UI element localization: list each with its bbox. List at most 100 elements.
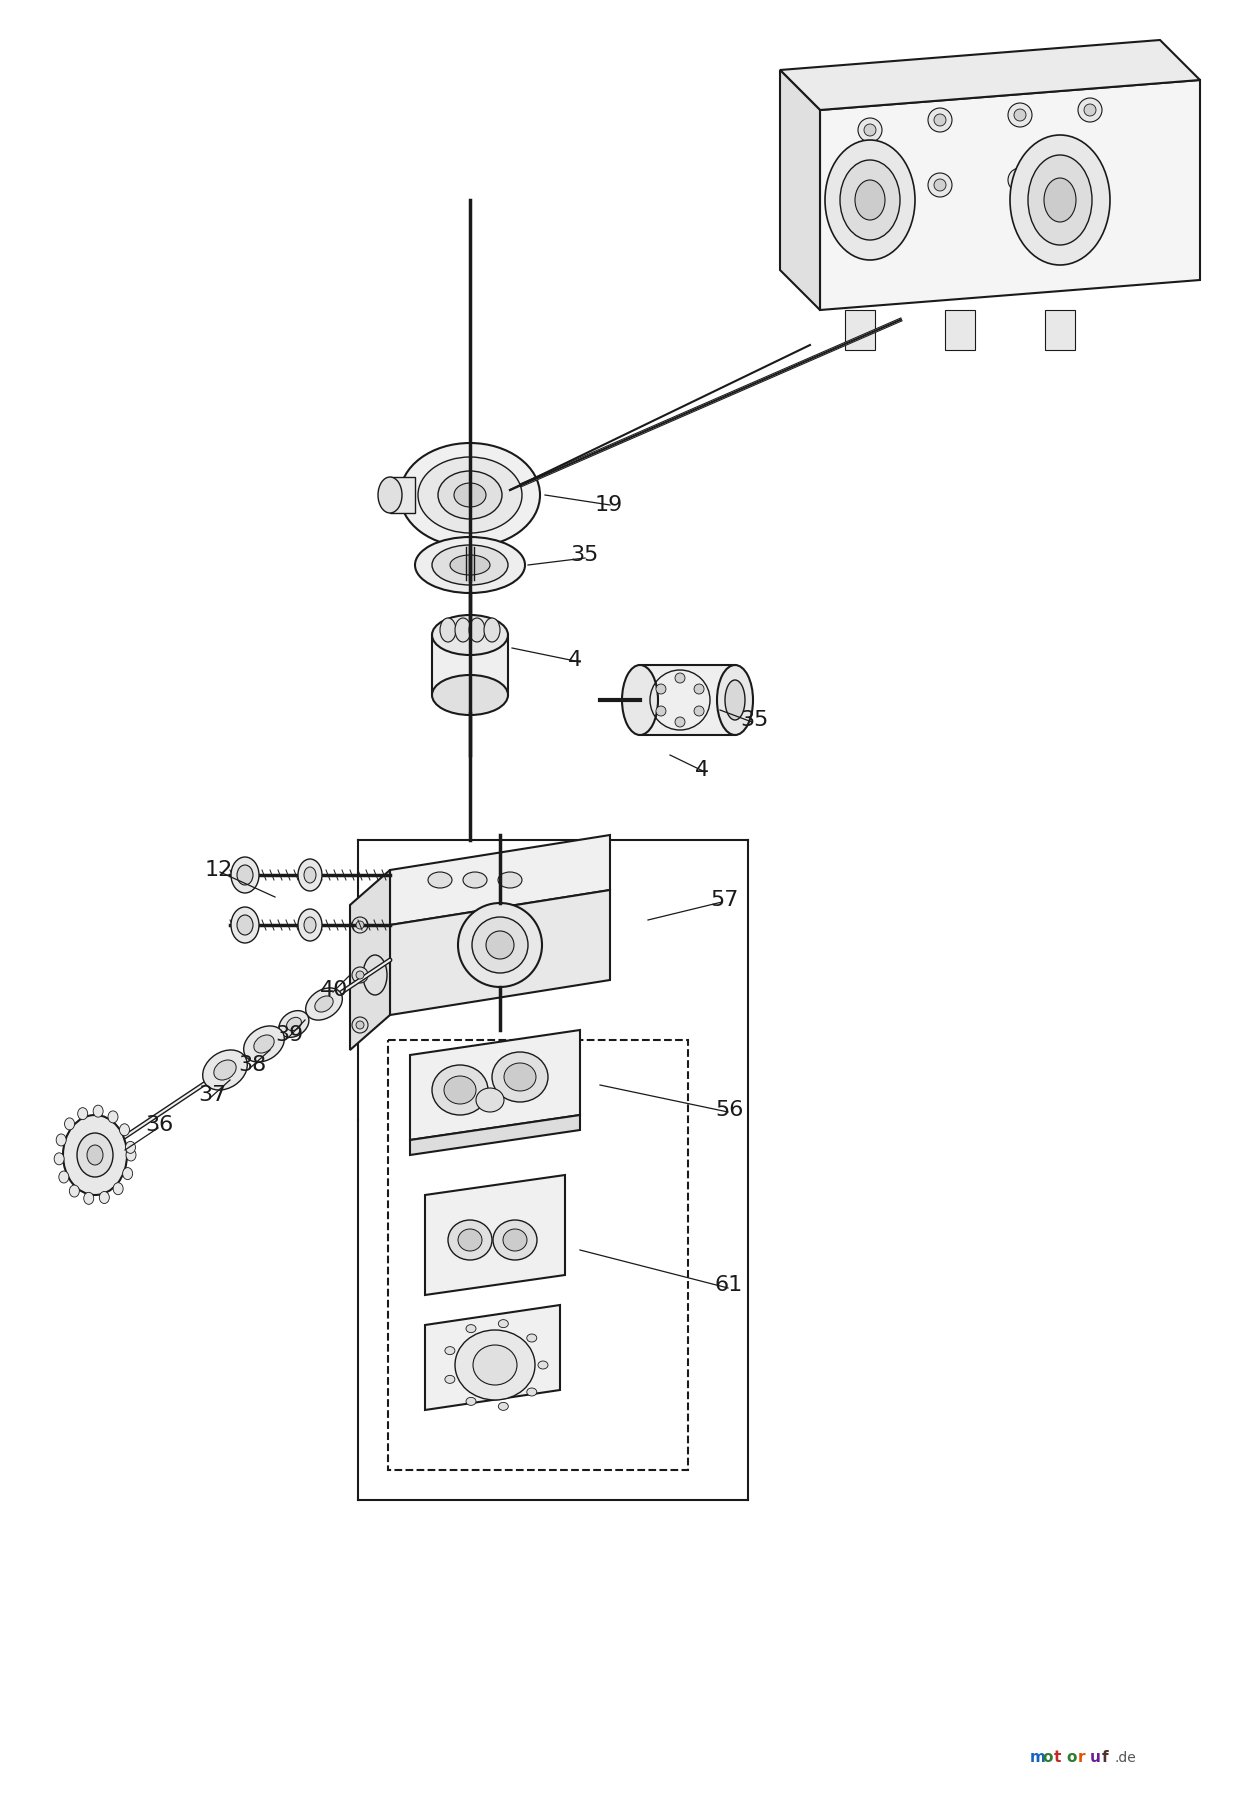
Ellipse shape bbox=[450, 554, 490, 574]
Ellipse shape bbox=[455, 617, 472, 643]
Text: 19: 19 bbox=[594, 495, 623, 515]
Text: 36: 36 bbox=[145, 1114, 173, 1136]
Polygon shape bbox=[425, 1305, 561, 1409]
Ellipse shape bbox=[59, 1172, 69, 1183]
Text: r: r bbox=[1078, 1750, 1086, 1766]
Ellipse shape bbox=[306, 988, 342, 1021]
Ellipse shape bbox=[487, 931, 514, 959]
Text: 37: 37 bbox=[198, 1085, 226, 1105]
Ellipse shape bbox=[693, 684, 703, 695]
Text: f: f bbox=[1102, 1750, 1109, 1766]
Ellipse shape bbox=[493, 1220, 537, 1260]
Text: t: t bbox=[1055, 1750, 1061, 1766]
Ellipse shape bbox=[438, 472, 502, 518]
Ellipse shape bbox=[675, 673, 685, 682]
Polygon shape bbox=[431, 635, 508, 695]
Ellipse shape bbox=[928, 108, 952, 131]
Polygon shape bbox=[780, 70, 820, 310]
Ellipse shape bbox=[1009, 135, 1110, 265]
Ellipse shape bbox=[455, 1330, 535, 1400]
Ellipse shape bbox=[1008, 103, 1032, 128]
Polygon shape bbox=[410, 1030, 581, 1139]
Ellipse shape bbox=[93, 1105, 103, 1118]
Ellipse shape bbox=[253, 1035, 275, 1053]
Ellipse shape bbox=[298, 909, 322, 941]
Text: 57: 57 bbox=[710, 889, 739, 911]
Text: 35: 35 bbox=[740, 709, 769, 731]
Ellipse shape bbox=[934, 113, 946, 126]
Ellipse shape bbox=[503, 1229, 527, 1251]
Ellipse shape bbox=[458, 1229, 482, 1251]
Ellipse shape bbox=[377, 477, 403, 513]
Ellipse shape bbox=[858, 119, 882, 142]
Ellipse shape bbox=[448, 1220, 492, 1260]
Ellipse shape bbox=[1083, 169, 1096, 182]
Text: 4: 4 bbox=[568, 650, 582, 670]
Text: 39: 39 bbox=[275, 1024, 303, 1046]
Polygon shape bbox=[410, 1114, 581, 1156]
Ellipse shape bbox=[431, 1066, 488, 1114]
Ellipse shape bbox=[64, 1118, 74, 1130]
Ellipse shape bbox=[934, 178, 946, 191]
Ellipse shape bbox=[855, 180, 885, 220]
Ellipse shape bbox=[125, 1148, 135, 1161]
Ellipse shape bbox=[69, 1184, 79, 1197]
Ellipse shape bbox=[445, 1346, 455, 1355]
Ellipse shape bbox=[203, 1049, 247, 1091]
Polygon shape bbox=[390, 889, 609, 1015]
Ellipse shape bbox=[1014, 110, 1026, 121]
Ellipse shape bbox=[473, 1345, 517, 1384]
Ellipse shape bbox=[352, 1017, 367, 1033]
Ellipse shape bbox=[858, 178, 882, 202]
Ellipse shape bbox=[825, 140, 915, 259]
Polygon shape bbox=[1045, 310, 1075, 349]
Text: 61: 61 bbox=[715, 1274, 744, 1294]
Ellipse shape bbox=[99, 1192, 109, 1204]
Ellipse shape bbox=[214, 1060, 236, 1080]
Ellipse shape bbox=[298, 859, 322, 891]
Ellipse shape bbox=[656, 706, 666, 716]
Ellipse shape bbox=[356, 922, 364, 929]
Ellipse shape bbox=[352, 967, 367, 983]
Ellipse shape bbox=[717, 664, 752, 734]
Text: m: m bbox=[1030, 1750, 1046, 1766]
Ellipse shape bbox=[1045, 178, 1076, 221]
Polygon shape bbox=[820, 79, 1200, 310]
Ellipse shape bbox=[1078, 164, 1102, 187]
Ellipse shape bbox=[87, 1145, 103, 1165]
Ellipse shape bbox=[472, 916, 528, 974]
Ellipse shape bbox=[352, 916, 367, 932]
Polygon shape bbox=[845, 310, 875, 349]
Text: 38: 38 bbox=[238, 1055, 266, 1075]
Ellipse shape bbox=[415, 536, 525, 592]
Ellipse shape bbox=[400, 443, 540, 547]
Ellipse shape bbox=[113, 1183, 123, 1195]
Ellipse shape bbox=[56, 1134, 66, 1147]
Polygon shape bbox=[390, 477, 415, 513]
Polygon shape bbox=[425, 1175, 566, 1294]
Ellipse shape bbox=[840, 160, 900, 239]
Ellipse shape bbox=[78, 1107, 88, 1120]
Ellipse shape bbox=[454, 482, 487, 508]
Ellipse shape bbox=[63, 1114, 127, 1195]
Polygon shape bbox=[946, 310, 976, 349]
Ellipse shape bbox=[428, 871, 451, 887]
Ellipse shape bbox=[1008, 167, 1032, 193]
Ellipse shape bbox=[231, 857, 260, 893]
Ellipse shape bbox=[492, 1051, 548, 1102]
Ellipse shape bbox=[725, 680, 745, 720]
Ellipse shape bbox=[418, 457, 522, 533]
Ellipse shape bbox=[622, 664, 658, 734]
Ellipse shape bbox=[356, 1021, 364, 1030]
Ellipse shape bbox=[237, 914, 253, 934]
Polygon shape bbox=[640, 664, 735, 734]
Text: o: o bbox=[1066, 1750, 1076, 1766]
Ellipse shape bbox=[498, 1402, 508, 1411]
Ellipse shape bbox=[527, 1334, 537, 1343]
Ellipse shape bbox=[444, 1076, 477, 1103]
Ellipse shape bbox=[498, 1319, 508, 1328]
Ellipse shape bbox=[1028, 155, 1092, 245]
Ellipse shape bbox=[440, 617, 456, 643]
Polygon shape bbox=[390, 835, 609, 925]
Ellipse shape bbox=[458, 904, 542, 986]
